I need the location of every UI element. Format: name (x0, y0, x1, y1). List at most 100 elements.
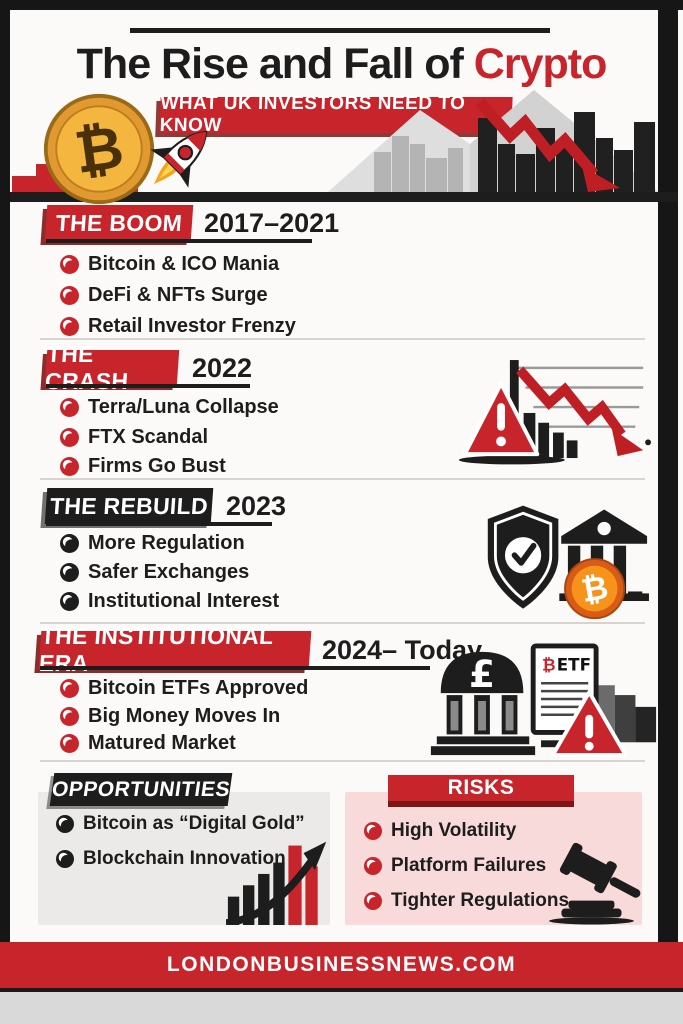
list-item: Big Money Moves In (60, 705, 280, 728)
etf-doc-label: ETF (557, 655, 591, 675)
footer-banner: LONDONBUSINESSNEWS.COM (0, 942, 683, 988)
section-boom-header: THE BOOM (44, 205, 194, 241)
red-step-icon (12, 176, 38, 192)
section-rebuild-period: 2023 (226, 491, 287, 521)
rocket-svg (150, 130, 208, 188)
bullet-icon (60, 679, 79, 698)
bullet-icon (60, 534, 79, 553)
bitcoin-coin-svg: ₿ (43, 93, 155, 205)
risks-label: RISKS (447, 776, 515, 799)
bullet-icon (60, 286, 79, 305)
list-item: Matured Market (60, 732, 236, 755)
section-boom-label: THE BOOM (54, 209, 184, 236)
frame-right (658, 0, 678, 942)
list-item-label: Bitcoin & ICO Mania (88, 253, 280, 275)
list-item: Firms Go Bust (60, 455, 226, 478)
etf-doc-symbol: ₿ (542, 655, 556, 675)
bank-etf-warning-icon: £ ₿ ETF (430, 643, 657, 758)
bullet-icon (60, 734, 79, 753)
bullet-icon (60, 398, 79, 417)
list-item: Bitcoin ETFs Approved (60, 677, 308, 700)
section-divider (40, 760, 645, 762)
risks-header: RISKS (388, 775, 574, 807)
bullet-icon (56, 850, 74, 868)
list-item: Bitcoin as “Digital Gold” (56, 813, 305, 835)
list-item-label: Retail Investor Frenzy (88, 315, 296, 337)
list-item: Bitcoin & ICO Mania (60, 253, 279, 276)
section-divider (40, 622, 645, 624)
list-item: FTX Scandal (60, 426, 208, 449)
skyline-icon (328, 90, 658, 192)
list-item-label: Bitcoin ETFs Approved (88, 677, 309, 699)
growth-chart-illustration (226, 838, 330, 925)
gavel-icon (549, 842, 641, 925)
shield-bank-bitcoin-icon: ₿ (487, 505, 649, 620)
list-item: Retail Investor Frenzy (60, 315, 296, 338)
section-divider (40, 338, 645, 340)
list-item: More Regulation (60, 532, 245, 555)
bullet-icon (364, 857, 382, 875)
bullet-icon (364, 892, 382, 910)
page-title-red: Crypto (473, 40, 608, 88)
frame-top (0, 0, 683, 10)
opportunities-header: OPPORTUNITIES (49, 773, 233, 806)
rocket-icon (138, 116, 222, 200)
gavel-illustration (542, 840, 648, 925)
list-item: Safer Exchanges (60, 561, 249, 584)
section-institutional-header: THE INSTITUTIONAL ERA (38, 623, 312, 676)
section-boom-period: 2017–2021 (204, 208, 340, 238)
list-item: Blockchain Innovation (56, 848, 286, 870)
section-rebuild-label: THE REBUILD (49, 492, 209, 519)
bullet-icon (60, 317, 79, 336)
section-rebuild-header: THE REBUILD (44, 488, 214, 524)
page-title-black: The Rise and Fall of (76, 40, 474, 88)
list-item-label: FTX Scandal (88, 426, 209, 448)
bullet-icon (60, 592, 79, 611)
list-item-label: Matured Market (88, 732, 236, 754)
list-item-label: More Regulation (88, 532, 245, 554)
list-item: Tighter Regulations (364, 890, 569, 912)
list-item-label: Safer Exchanges (88, 561, 250, 583)
bullet-icon (56, 815, 74, 833)
growth-chart-icon (226, 841, 327, 925)
list-item-label: Firms Go Bust (88, 455, 226, 477)
bullet-icon (60, 457, 79, 476)
bullet-icon (60, 707, 79, 726)
bitcoin-coin-icon: ₿ (42, 92, 156, 206)
section-boom-rule (46, 239, 312, 243)
list-item-label: Bitcoin as “Digital Gold” (83, 813, 305, 834)
list-item: High Volatility (364, 820, 516, 842)
bitcoin-symbol: ₿ (578, 568, 611, 610)
section-institutional-rule (40, 666, 430, 670)
section-rebuild-rule (46, 522, 272, 526)
list-item-label: High Volatility (391, 820, 517, 841)
list-item: Terra/Luna Collapse (60, 396, 279, 419)
footer-url: LONDONBUSINESSNEWS.COM (166, 953, 517, 976)
list-item-label: Blockchain Innovation (83, 848, 286, 869)
footer-bottom-strip (0, 992, 683, 1024)
skyline-crash-illustration (328, 84, 658, 192)
header-divider (10, 192, 678, 202)
list-item-label: Terra/Luna Collapse (88, 396, 279, 418)
crash-chart-icon (458, 360, 651, 465)
list-item-label: Institutional Interest (88, 590, 280, 612)
section-divider (40, 478, 645, 480)
footer-divider (0, 988, 683, 992)
list-item-label: Platform Failures (391, 855, 547, 876)
bullet-icon (60, 428, 79, 447)
page-title: The Rise and Fall of Crypto (0, 40, 683, 89)
bitcoin-symbol: ₿ (70, 112, 127, 187)
bullet-icon (60, 255, 79, 274)
list-item-label: Tighter Regulations (391, 890, 570, 911)
list-item-label: Big Money Moves In (88, 705, 281, 727)
section-crash-rule (46, 384, 250, 388)
list-item: Platform Failures (364, 855, 546, 877)
list-item: DeFi & NFTs Surge (60, 284, 268, 307)
section-crash-period: 2022 (192, 353, 253, 383)
opportunities-label: OPPORTUNITIES (50, 777, 232, 801)
crash-chart-illustration (455, 352, 651, 470)
list-item-label: DeFi & NFTs Surge (88, 284, 268, 306)
frame-left (0, 0, 10, 942)
bullet-icon (60, 563, 79, 582)
